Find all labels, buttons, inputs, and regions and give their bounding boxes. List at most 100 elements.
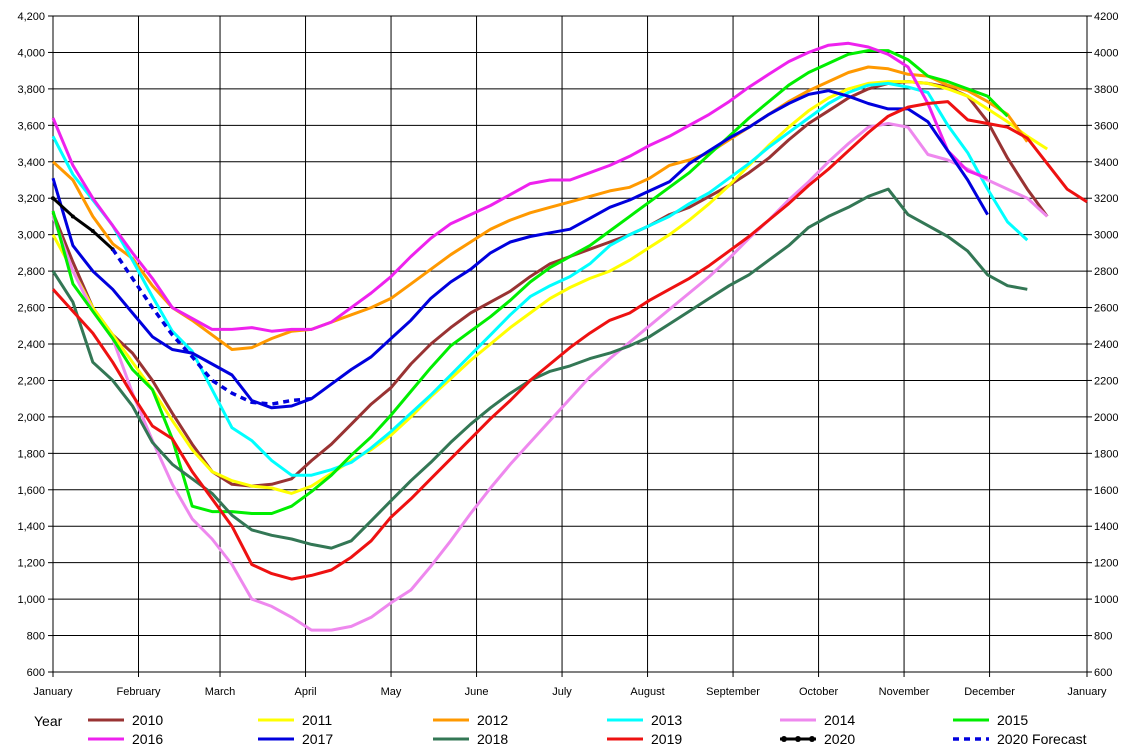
x-tick-label: July xyxy=(552,686,572,698)
legend-label: 2010 xyxy=(132,712,163,728)
series-line-2020 xyxy=(51,197,114,251)
y-tick-label-left: 3,200 xyxy=(17,193,45,205)
legend-item: 2014 xyxy=(780,712,855,728)
y-tick-label-left: 3,400 xyxy=(17,157,45,169)
x-tick-label: January xyxy=(33,686,73,698)
legend-item: 2017 xyxy=(258,731,333,747)
y-tick-label-left: 2,000 xyxy=(17,412,45,424)
y-axis-right: 600 800 1000 1200 1400 1600 1800 2000 2200 2400 26… xyxy=(1087,11,1118,679)
legend-label: 2014 xyxy=(824,712,855,728)
y-tick-label-right: 4200 xyxy=(1094,11,1118,23)
series-line-2019 xyxy=(51,100,1088,581)
y-tick-label-right: 1000 xyxy=(1094,594,1118,606)
y-tick-label-right: 800 xyxy=(1094,631,1112,643)
series-line-2013 xyxy=(51,81,1029,477)
series-line-2012 xyxy=(51,65,1029,351)
series-line-2017 xyxy=(51,89,989,410)
x-tick-label: November xyxy=(879,686,930,698)
legend-item: 2015 xyxy=(953,712,1028,728)
legend-item: 2016 xyxy=(88,731,163,747)
legend-marker xyxy=(795,736,801,742)
legend-label: 2020 Forecast xyxy=(997,731,1087,747)
y-tick-label-left: 3,000 xyxy=(17,230,45,242)
legend-label: 2018 xyxy=(477,731,508,747)
y-tick-label-right: 2400 xyxy=(1094,339,1118,351)
y-tick-label-left: 4,200 xyxy=(17,11,45,23)
legend-item: 2013 xyxy=(607,712,682,728)
y-tick-label-right: 3600 xyxy=(1094,120,1118,132)
x-tick-label: February xyxy=(116,686,161,698)
x-tick-label: September xyxy=(706,686,760,698)
y-tick-label-right: 3800 xyxy=(1094,84,1118,96)
y-tick-label-right: 2800 xyxy=(1094,266,1118,278)
series-line-2018 xyxy=(51,187,1028,550)
x-tick-label: June xyxy=(465,686,489,698)
y-tick-label-left: 3,800 xyxy=(17,84,45,96)
x-tick-label: October xyxy=(799,686,838,698)
y-tick-label-left: 2,600 xyxy=(17,303,45,315)
legend: Year 2010 2011 2012 2013 2014 2015 2016 2017 201… xyxy=(34,712,1087,747)
legend-label: 2011 xyxy=(302,712,332,728)
y-tick-label-left: 1,800 xyxy=(17,448,45,460)
legend-item: 2019 xyxy=(607,731,682,747)
y-tick-label-left: 600 xyxy=(27,667,45,679)
x-tick-label: January xyxy=(1067,686,1107,698)
legend-label: 2015 xyxy=(997,712,1028,728)
y-tick-label-left: 1,400 xyxy=(17,521,45,533)
y-tick-label-right: 3400 xyxy=(1094,157,1118,169)
series-line-2010 xyxy=(51,80,1049,488)
legend-label: 2016 xyxy=(132,731,163,747)
x-axis: January February March April May June July Augu… xyxy=(33,672,1107,698)
y-tick-label-left: 2,800 xyxy=(17,266,45,278)
y-tick-label-left: 2,400 xyxy=(17,339,45,351)
x-tick-label: August xyxy=(630,686,664,698)
y-axis-left: 600 800 1,000 1,200 1,400 1,600 1,800 2,000 2,20… xyxy=(17,11,53,679)
y-tick-label-left: 4,000 xyxy=(17,47,45,59)
legend-label: 2017 xyxy=(302,731,333,747)
y-tick-label-right: 1600 xyxy=(1094,485,1118,497)
series-point-2020 xyxy=(90,229,95,234)
legend-item: 2020 xyxy=(780,731,855,747)
y-tick-label-left: 1,200 xyxy=(17,558,45,570)
legend-marker xyxy=(781,736,787,742)
y-tick-label-left: 3,600 xyxy=(17,120,45,132)
x-tick-label: May xyxy=(381,686,402,698)
series-line-2015 xyxy=(51,49,1009,515)
series-point-2020 xyxy=(70,214,75,219)
y-tick-label-right: 2000 xyxy=(1094,412,1118,424)
y-tick-label-left: 1,600 xyxy=(17,485,45,497)
legend-item: 2020 Forecast xyxy=(953,731,1087,747)
legend-label: 2012 xyxy=(477,712,508,728)
legend-item: 2012 xyxy=(433,712,508,728)
series-line-2014 xyxy=(51,122,1049,632)
x-tick-label: December xyxy=(964,686,1015,698)
legend-item: 2010 xyxy=(88,712,163,728)
y-tick-label-right: 3200 xyxy=(1094,193,1118,205)
legend-item: 2011 xyxy=(258,712,332,728)
x-tick-label: March xyxy=(205,686,236,698)
series-line-2020-forecast xyxy=(111,248,312,406)
series-layer xyxy=(51,41,1088,632)
y-tick-label-right: 1400 xyxy=(1094,521,1118,533)
y-tick-label-right: 1200 xyxy=(1094,558,1118,570)
legend-marker xyxy=(809,736,815,742)
y-tick-label-right: 3000 xyxy=(1094,230,1118,242)
series-line-2016 xyxy=(51,41,989,333)
series-line-2011 xyxy=(51,80,1049,495)
x-tick-label: April xyxy=(295,686,317,698)
y-tick-label-right: 2600 xyxy=(1094,303,1118,315)
legend-item: 2018 xyxy=(433,731,508,747)
legend-title: Year xyxy=(34,713,63,729)
y-tick-label-left: 1,000 xyxy=(17,594,45,606)
y-tick-label-right: 2200 xyxy=(1094,375,1118,387)
y-tick-label-left: 2,200 xyxy=(17,375,45,387)
y-tick-label-right: 4000 xyxy=(1094,47,1118,59)
y-tick-label-left: 800 xyxy=(27,631,45,643)
legend-label: 2019 xyxy=(651,731,682,747)
y-tick-label-right: 600 xyxy=(1094,667,1112,679)
series-point-2020 xyxy=(51,196,55,201)
legend-label: 2020 xyxy=(824,731,855,747)
grid xyxy=(52,15,1088,673)
legend-label: 2013 xyxy=(651,712,682,728)
